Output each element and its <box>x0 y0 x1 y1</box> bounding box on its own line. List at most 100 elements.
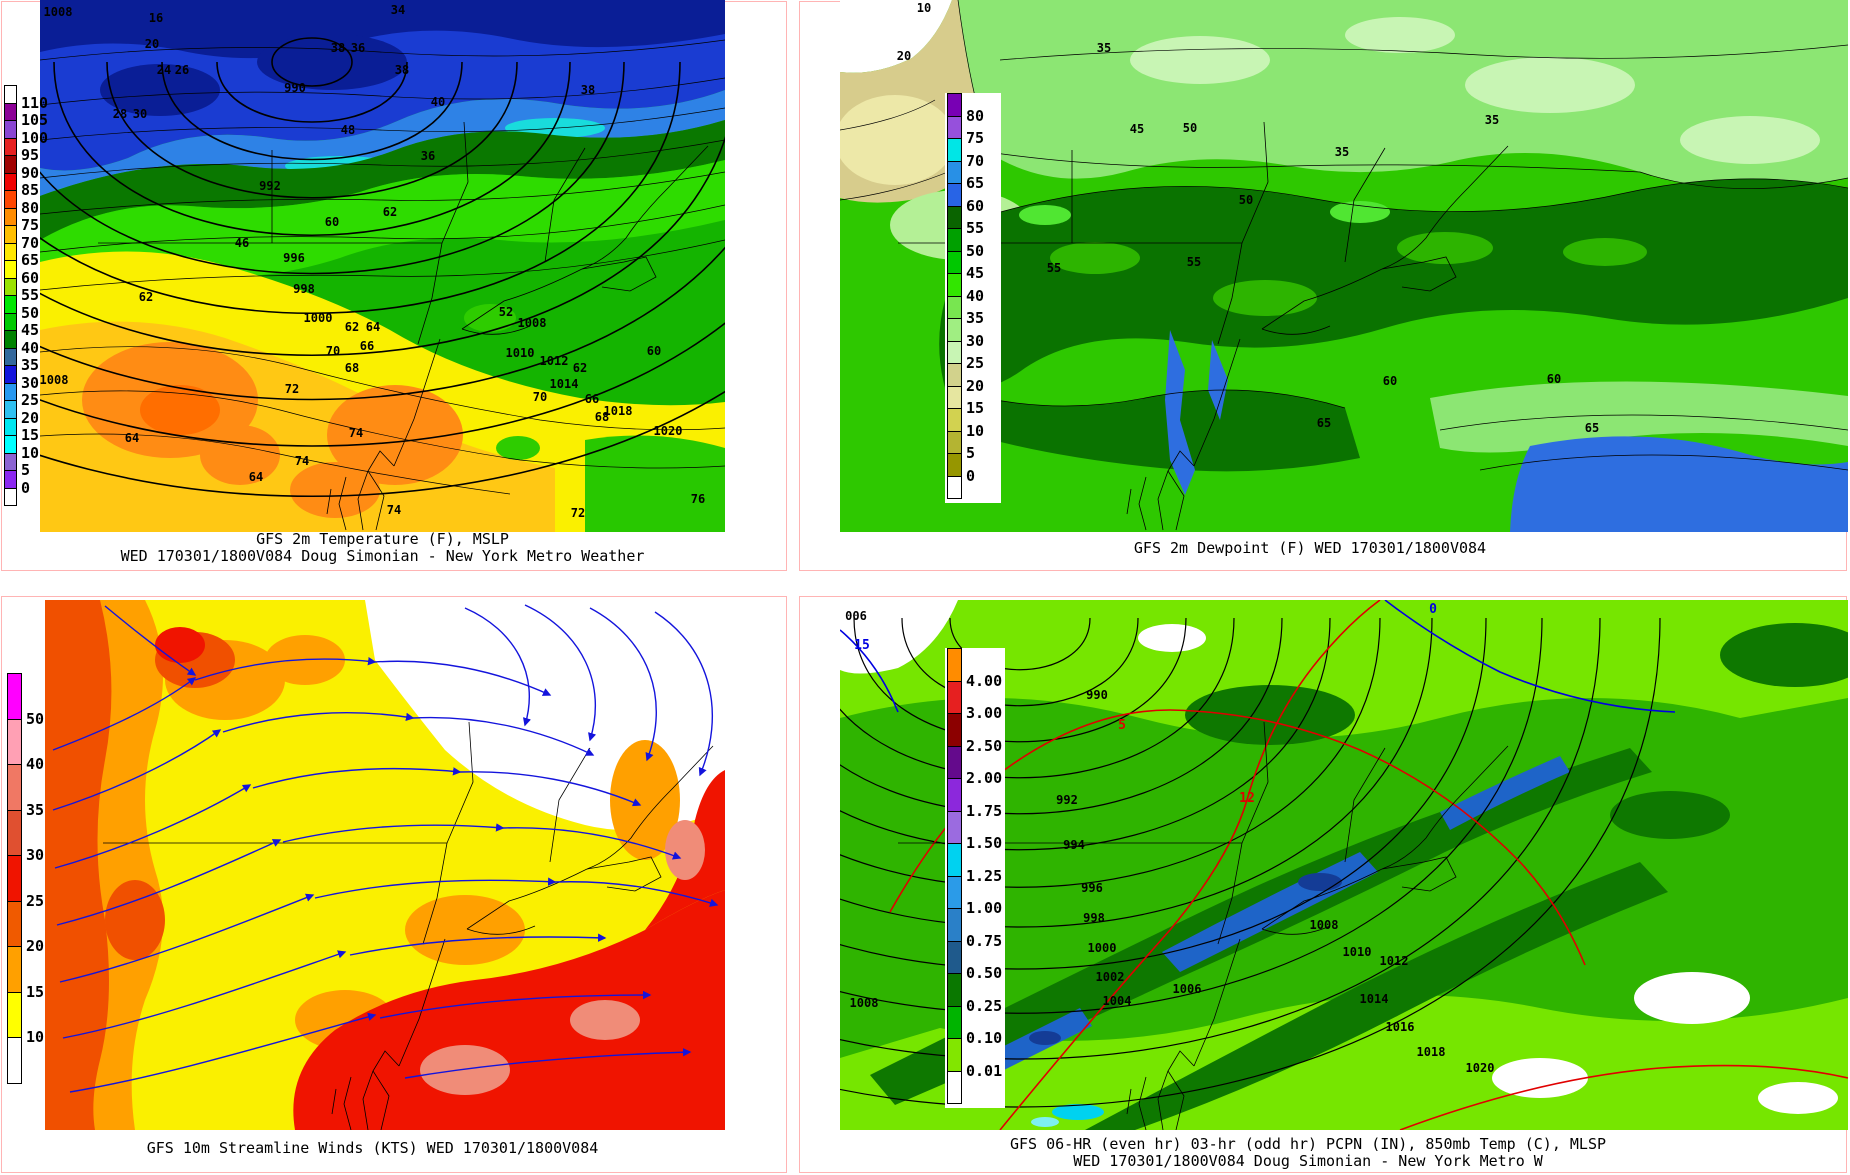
precip-colorbar-label: 3.00 <box>966 704 1003 722</box>
precip-colorbar-label: 0.01 <box>966 1061 1003 1080</box>
dewpoint-isodrosotherm-lines <box>840 0 1848 471</box>
temperature-colorbar-swatch <box>4 487 17 506</box>
temperature-colorbar-swatch <box>4 102 17 121</box>
dewpoint-colorbar-swatch <box>947 138 962 162</box>
wind-colorbar-swatch <box>7 809 22 856</box>
dewpoint-colorbar-label: 25 <box>966 354 985 372</box>
dewpoint-colorbar-swatch <box>947 93 962 117</box>
wind-colorbar-swatch <box>7 855 22 902</box>
precip-colorbar-swatch <box>947 973 962 1007</box>
precip-caption: GFS 06-HR (even hr) 03-hr (odd hr) PCPN … <box>840 1136 1776 1170</box>
temperature-colorbar-swatch <box>4 120 17 139</box>
temperature-caption-line1: GFS 2m Temperature (F), MSLP <box>256 530 509 548</box>
temperature-colorbar-label: 15 <box>21 426 40 444</box>
dewpoint-colorbar-swatch <box>947 250 962 274</box>
temperature-colorbar-label: 70 <box>21 233 40 252</box>
temperature-colorbar-swatch <box>4 225 17 244</box>
wind-colorbar-label: 40 <box>26 755 45 773</box>
temperature-colorbar-swatch <box>4 435 17 454</box>
dewpoint-colorbar-label: 55 <box>966 219 985 237</box>
precip-colorbar-swatch <box>947 843 962 877</box>
precip-colorbar-label: 2.50 <box>966 736 1003 755</box>
dewpoint-colorbar-label: 80 <box>966 106 985 125</box>
temperature-colorbar-label: 100 <box>21 128 49 147</box>
wind-colorbar-swatch <box>7 764 22 811</box>
dewpoint-colorbar-swatch <box>947 340 962 364</box>
wind-colorbar-swatch <box>7 718 22 765</box>
precip-colorbar-swatch <box>947 680 962 714</box>
precip-colorbar-label: 0.10 <box>966 1029 1003 1047</box>
dewpoint-colorbar-label: 10 <box>966 421 985 440</box>
wind-colorbar-swatch <box>7 991 22 1038</box>
temperature-colorbar-label: 75 <box>21 216 40 234</box>
precip-colorbar-swatch <box>947 648 962 682</box>
wind-caption: GFS 10m Streamline Winds (KTS) WED 17030… <box>45 1140 700 1157</box>
temperature-caption-line2: WED 170301/1800V084 Doug Simonian - New … <box>120 547 645 565</box>
dewpoint-colorbar-swatch <box>947 430 962 454</box>
precip-colorbar-swatch <box>947 875 962 909</box>
wind-colorbar-label: 30 <box>26 846 45 864</box>
precip-colorbar-label: 1.50 <box>966 834 1003 852</box>
dewpoint-colorbar-label: 30 <box>966 331 985 350</box>
temperature-colorbar-label: 0 <box>21 478 31 497</box>
temperature-colorbar-label: 45 <box>21 321 40 339</box>
temperature-colorbar-label: 80 <box>21 198 40 217</box>
mslp-isobar-lines <box>40 37 725 497</box>
dewpoint-colorbar-swatch <box>947 205 962 229</box>
precip-colorbar-swatch <box>947 940 962 974</box>
wind-colorbar-swatch <box>7 946 22 993</box>
wind-colorbar: 50 40 35 30 25 20 15 10 <box>5 673 61 1088</box>
temperature-colorbar-label: 65 <box>21 251 40 269</box>
precip-colorbar-label: 0.25 <box>966 996 1003 1015</box>
dewpoint-colorbar-label: 20 <box>966 376 985 395</box>
precip-colorbar-label: 0.75 <box>966 931 1003 950</box>
wind-colorbar-swatch <box>7 900 22 947</box>
temperature-colorbar-label: 5 <box>21 461 31 479</box>
temperature-colorbar-label: 60 <box>21 268 40 287</box>
dewpoint-colorbar-label: 45 <box>966 264 985 282</box>
precip-filled-contours <box>840 600 1848 1130</box>
dewpoint-colorbar-label: 65 <box>966 174 985 192</box>
temperature-colorbar-label: 20 <box>21 408 40 427</box>
dewpoint-caption: GFS 2m Dewpoint (F) WED 170301/1800V084 <box>840 540 1780 557</box>
dewpoint-colorbar-swatch <box>947 228 962 252</box>
precip-colorbar-label: 1.75 <box>966 801 1003 820</box>
state-coast-lines <box>898 121 1509 531</box>
precip-colorbar-label: 2.00 <box>966 769 1003 787</box>
dewpoint-colorbar-label: 35 <box>966 309 985 327</box>
temperature-colorbar-label: 55 <box>21 286 40 304</box>
temperature-colorbar-label: 110 <box>21 93 49 112</box>
temperature-colorbar: 110 105 100 95 90 85 80 75 70 65 60 55 50 45 40 35 30 25 2… <box>2 85 54 509</box>
dewpoint-colorbar-label: 50 <box>966 241 985 260</box>
precip-colorbar-swatch <box>947 1005 962 1039</box>
temperature-colorbar-swatch <box>4 242 17 261</box>
temperature-colorbar-label: 10 <box>21 443 40 462</box>
temperature-caption: GFS 2m Temperature (F), MSLP WED 170301/… <box>40 531 725 565</box>
temperature-colorbar-swatch <box>4 260 17 279</box>
temperature-colorbar-swatch <box>4 400 17 419</box>
dewpoint-colorbar-label: 60 <box>966 196 985 215</box>
dewpoint-colorbar-swatch <box>947 295 962 319</box>
dewpoint-colorbar-label: 70 <box>966 151 985 170</box>
precip-caption-line1: GFS 06-HR (even hr) 03-hr (odd hr) PCPN … <box>1009 1135 1607 1153</box>
temperature-colorbar-swatch <box>4 330 17 349</box>
temperature-colorbar-swatch <box>4 137 17 156</box>
wind-colorbar-label: 20 <box>26 937 45 955</box>
precip-colorbar-label: 1.25 <box>966 866 1003 885</box>
temperature-colorbar-label: 85 <box>21 181 40 199</box>
precip-colorbar-swatch <box>947 713 962 747</box>
dewpoint-colorbar-swatch <box>947 273 962 297</box>
temperature-map <box>40 0 725 532</box>
dewpoint-colorbar-swatch <box>947 475 962 499</box>
wind-colorbar-swatch <box>7 673 22 720</box>
precip-colorbar-swatch <box>947 1038 962 1072</box>
dewpoint-colorbar-swatch <box>947 385 962 409</box>
state-coast-lines <box>898 721 1509 1130</box>
dewpoint-colorbar-swatch <box>947 363 962 387</box>
dewpoint-colorbar: 80 75 70 65 60 55 50 45 40 35 30 25 20 15 10 5 0 <box>945 93 1001 503</box>
temperature-colorbar-label: 105 <box>21 111 49 129</box>
dewpoint-caption-line1: GFS 2m Dewpoint (F) WED 170301/1800V084 <box>1133 539 1487 557</box>
temperature-colorbar-label: 50 <box>21 303 40 322</box>
precip-colorbar: 4.00 3.00 2.50 2.00 1.75 1.50 1.25 1.00 0.75 0.50… <box>945 648 1005 1108</box>
wind-colorbar-label: 15 <box>26 982 45 1001</box>
